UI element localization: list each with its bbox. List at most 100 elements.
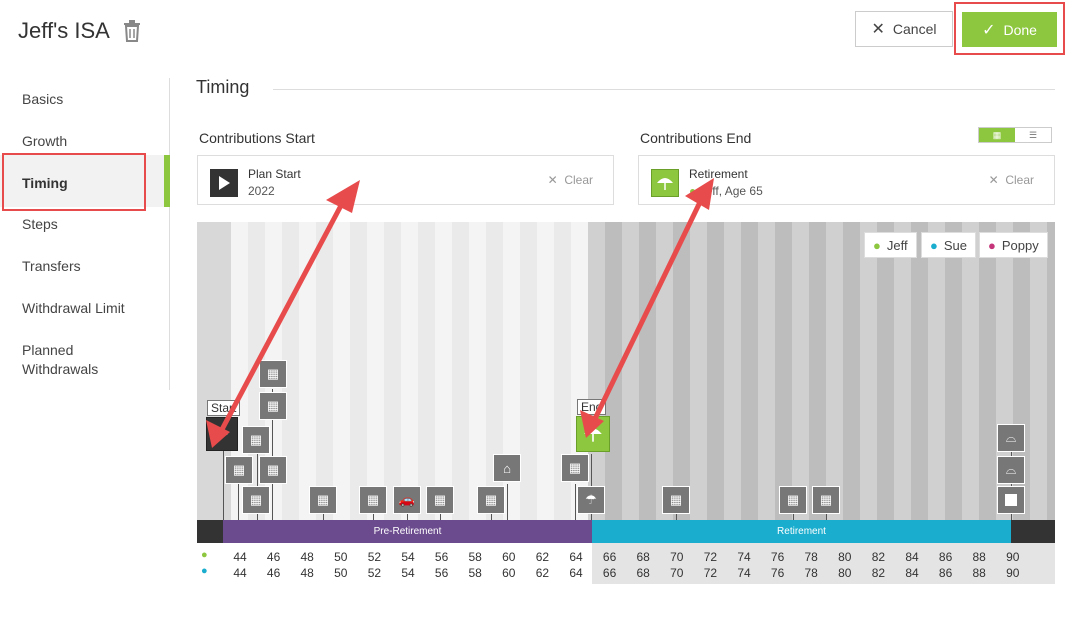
event-stem [676, 514, 677, 520]
calendar-icon[interactable]: ▦ [662, 486, 690, 514]
jeff-age-row: ● 44 46 48 50 52 54 56 58 60 62 64 66 68 70 72 74 76 78 80… [197, 549, 1055, 566]
view-toggle[interactable]: ▦ ☰ [978, 127, 1052, 143]
age-label: 44 [233, 566, 247, 580]
nav-label-line2: Withdrawals [22, 361, 99, 377]
timeline-stripe [1047, 222, 1055, 520]
sidebar-item-planned-withdrawals[interactable]: Planned Withdrawals [22, 341, 98, 379]
age-label: 88 [972, 566, 986, 580]
sidebar-active-indicator [164, 155, 170, 207]
age-label: 44 [233, 550, 247, 564]
house-icon[interactable]: ⌂ [493, 454, 521, 482]
age-label: 68 [636, 550, 650, 564]
start-event-name: Plan Start [248, 167, 301, 181]
end-picker[interactable]: Retirement ● Jeff, Age 65 ✕ Clear [638, 155, 1055, 205]
retirement-marker[interactable] [576, 416, 610, 452]
sidebar-active-bg [0, 155, 170, 207]
calendar-icon[interactable]: ▦ [561, 454, 589, 482]
calendar-icon[interactable]: ▦ [426, 486, 454, 514]
pre-retirement-bar: Pre-Retirement [223, 520, 592, 543]
timeline-stripe [537, 222, 554, 520]
start-event-detail: 2022 [248, 184, 275, 198]
age-label: 58 [468, 550, 482, 564]
end-event-name: Retirement [689, 167, 748, 181]
age-label: 48 [300, 566, 314, 580]
calendar-icon[interactable]: ▦ [259, 360, 287, 388]
contributions-start-label: Contributions Start [199, 130, 315, 146]
calendar-icon[interactable]: ▦ [309, 486, 337, 514]
start-picker[interactable]: Plan Start 2022 ✕ Clear [197, 155, 614, 205]
age-label: 90 [1006, 550, 1020, 564]
calendar-icon[interactable]: ▦ [225, 456, 253, 484]
calendar-icon[interactable]: ▦ [242, 486, 270, 514]
calendar-icon[interactable]: ▦ [779, 486, 807, 514]
calendar-icon[interactable]: ▦ [812, 486, 840, 514]
calendar-icon[interactable]: ▦ [259, 392, 287, 420]
section-title: Timing [196, 77, 250, 97]
start-clear-button[interactable]: ✕ Clear [547, 173, 593, 187]
age-label: 78 [804, 566, 818, 580]
age-label: 70 [670, 566, 684, 580]
sidebar-item-timing[interactable]: Timing [22, 175, 68, 191]
sidebar-item-growth[interactable]: Growth [22, 133, 68, 149]
timeline-stripe [605, 222, 622, 520]
timeline-stripe [758, 222, 775, 520]
timeline-stripe [843, 222, 860, 520]
sidebar-item-basics[interactable]: Basics [22, 91, 64, 107]
legend-sue[interactable]: ● Sue [921, 232, 976, 258]
age-label: 84 [905, 550, 919, 564]
end-clear-button[interactable]: ✕ Clear [988, 173, 1034, 187]
age-label: 64 [569, 566, 583, 580]
timeline-stripe [911, 222, 928, 520]
pre-plan-bar [197, 520, 223, 543]
age-label: 62 [535, 566, 550, 580]
age-label: 74 [737, 550, 751, 564]
bell-icon[interactable]: ⌓ [997, 456, 1025, 484]
sidebar-item-transfers[interactable]: Transfers [22, 258, 81, 274]
umbrella-icon[interactable]: ☂ [577, 486, 605, 514]
start-marker[interactable] [206, 417, 238, 451]
legend-poppy[interactable]: ● Poppy [979, 232, 1048, 258]
trash-icon[interactable] [122, 20, 142, 42]
timeline-stripe [792, 222, 809, 520]
age-label: 52 [367, 566, 382, 580]
age-label: 58 [468, 566, 482, 580]
age-label: 64 [569, 550, 583, 564]
age-label: 86 [938, 550, 953, 564]
event-stem [793, 514, 794, 520]
age-axis: ● 44 46 48 50 52 54 56 58 60 62 64 66 68 70 72 74 76 78 80… [197, 543, 1055, 584]
age-label: 56 [434, 550, 449, 564]
bell-icon[interactable]: ⌓ [997, 424, 1025, 452]
timeline-stripe [860, 222, 877, 520]
timeline-stripe [316, 222, 333, 520]
timeline-stripe [333, 222, 350, 520]
cancel-button[interactable]: ✕ Cancel [855, 11, 953, 47]
timeline-stripe [826, 222, 843, 520]
age-label: 50 [334, 566, 348, 580]
timeline-chart[interactable]: ● Jeff ● Sue ● Poppy Start End ▦ ▦ ▦ ▦ ▦… [197, 222, 1055, 584]
car-icon[interactable]: 🚗 [393, 486, 421, 514]
calendar-icon[interactable]: ▦ [477, 486, 505, 514]
calendar-icon[interactable]: ▦ [259, 456, 287, 484]
divider [273, 89, 1055, 90]
age-label: 76 [770, 566, 785, 580]
event-stem [272, 389, 273, 520]
person-icon: ● [873, 237, 881, 253]
timeline-stripe [486, 222, 503, 520]
list-view-icon[interactable]: ☰ [1028, 129, 1038, 140]
legend-jeff[interactable]: ● Jeff [864, 232, 917, 258]
timeline-stripe [894, 222, 911, 520]
end-square-icon[interactable] [997, 486, 1025, 514]
calendar-icon[interactable]: ▦ [242, 426, 270, 454]
event-stem [826, 514, 827, 520]
timeline-stripe [979, 222, 996, 520]
age-label: 46 [266, 566, 281, 580]
age-label: 62 [535, 550, 550, 564]
chart-view-icon[interactable]: ▦ [979, 128, 1015, 142]
done-button[interactable]: ✓ Done [962, 12, 1057, 47]
person-icon: ● [930, 237, 938, 253]
timeline-stripe [1030, 222, 1047, 520]
calendar-icon[interactable]: ▦ [359, 486, 387, 514]
sidebar-item-steps[interactable]: Steps [22, 216, 58, 232]
start-clear-label: Clear [564, 173, 593, 187]
sidebar-item-withdrawal-limit[interactable]: Withdrawal Limit [22, 300, 125, 316]
